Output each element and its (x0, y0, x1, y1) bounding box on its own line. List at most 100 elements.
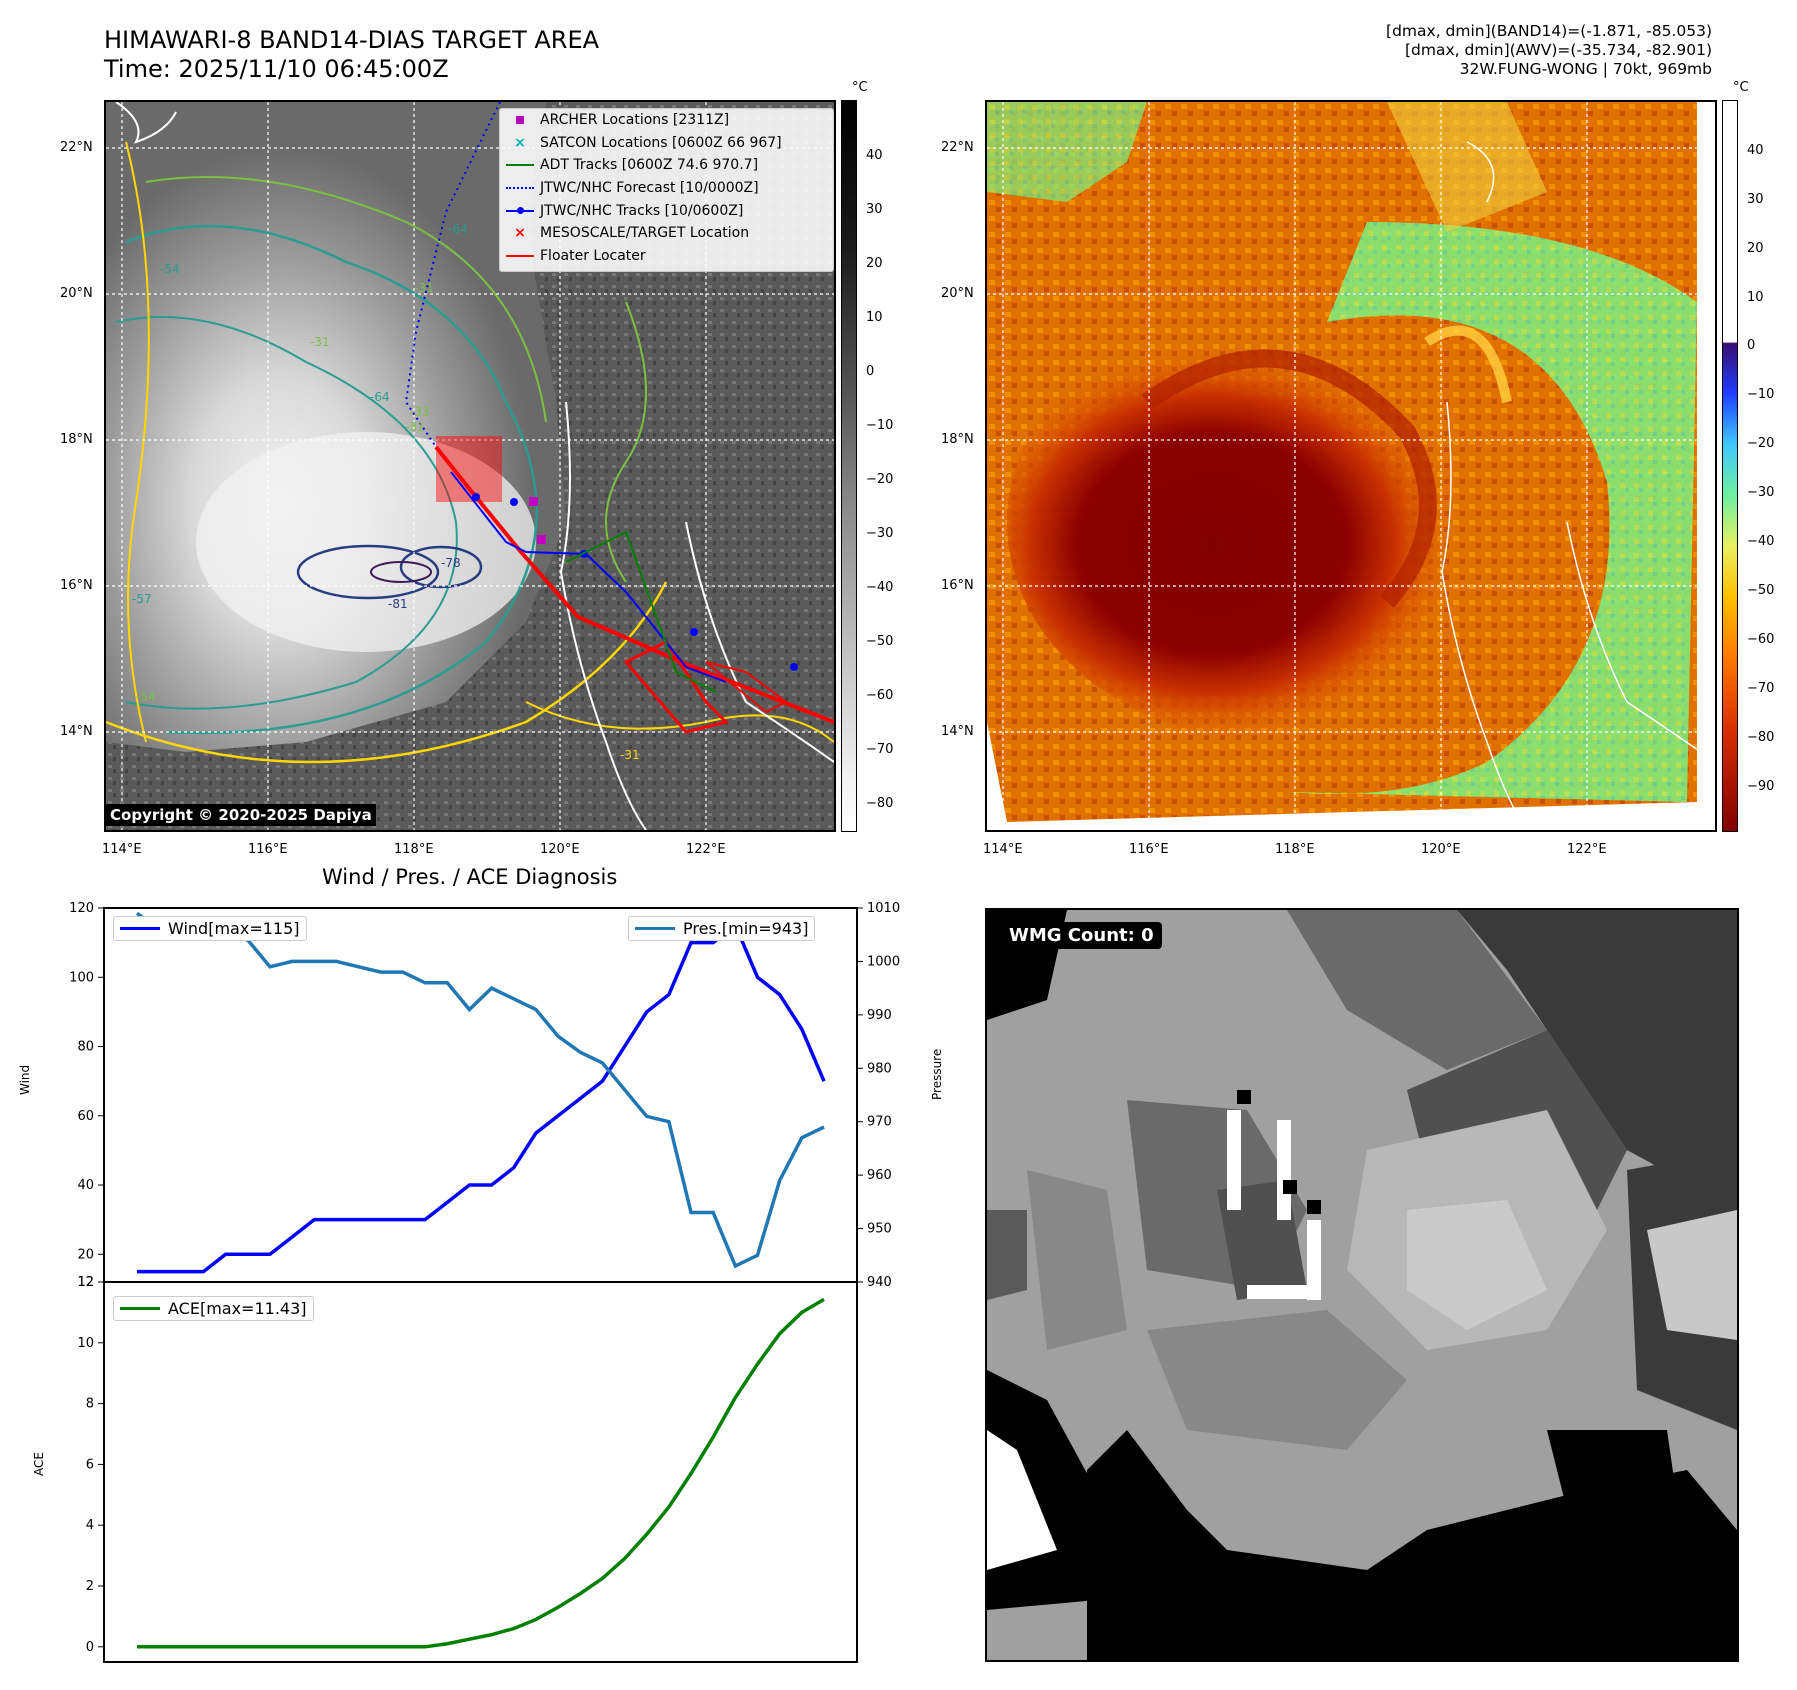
colorbar-tick: −40 (866, 580, 894, 595)
legend-adt: ADT Tracks [0600Z 74.6 970.7] (500, 154, 833, 177)
colorbar-tick: −30 (866, 526, 894, 541)
wind-tick-label: 100 (69, 970, 94, 985)
awv-satellite-panel (985, 100, 1717, 832)
ace-chart: 0 2 4 6 8 10 12 (77, 1275, 858, 1663)
colorbar-tick: −90 (1747, 779, 1775, 794)
colorbar-tick: −20 (866, 472, 894, 487)
lat-label: 14°N (941, 724, 974, 739)
legend-satcon: × SATCON Locations [0600Z 66 967] (500, 132, 833, 155)
contour-label: -31 (405, 420, 425, 434)
ir-colorbar-unit: °C (852, 80, 868, 95)
lat-label: 18°N (941, 432, 974, 447)
pressure-tick-label: 1000 (867, 954, 900, 969)
legend-archer: ARCHER Locations [2311Z] (500, 109, 833, 132)
ir-colorbar (841, 100, 857, 832)
ace-tick-label: 6 (86, 1457, 94, 1472)
contour-label: -78 (441, 556, 461, 570)
chart-title-line1: HIMAWARI-8 BAND14-DIAS TARGET AREA (104, 26, 600, 54)
square-marker-icon (500, 110, 540, 130)
colorbar-tick: 0 (1747, 338, 1756, 353)
colorbar-tick: −10 (1747, 387, 1775, 402)
wmg-count-label: WMG Count: 0 (1001, 922, 1162, 949)
track-legend: ARCHER Locations [2311Z] × SATCON Locatio… (499, 108, 834, 272)
chart-title-line2: Time: 2025/11/10 06:45:00Z (104, 55, 449, 83)
ace-legend: ACE[max=11.43] (113, 1296, 314, 1321)
pressure-series-line (135, 911, 825, 1269)
wind-tick-label: 120 (69, 901, 94, 916)
colorbar-tick: −20 (1747, 436, 1775, 451)
lon-label: 122°E (686, 842, 726, 857)
colorbar-tick: 10 (866, 310, 883, 325)
lon-label: 116°E (248, 842, 288, 857)
colorbar-tick: 40 (1747, 143, 1764, 158)
lon-label: 118°E (394, 842, 434, 857)
wmg-panel: WMG Count: 0 (985, 908, 1739, 1662)
lon-label: 122°E (1567, 842, 1607, 857)
ace-tick-label: 0 (86, 1640, 94, 1655)
contour-label: -54 (160, 262, 180, 276)
pressure-tick-label: 970 (867, 1115, 892, 1130)
colorbar-tick: 40 (866, 148, 883, 163)
legend-jtwc-tracks: JTWC/NHC Tracks [10/0600Z] (500, 199, 833, 222)
ace-axes-frame (103, 1281, 858, 1663)
pressure-tick-label: 990 (867, 1008, 892, 1023)
colorbar-tick: 20 (866, 256, 883, 271)
contour-label: -57 (132, 592, 152, 606)
contour-label: -31 (620, 748, 640, 762)
pressure-tick-label: 980 (867, 1061, 892, 1076)
colorbar-tick: −10 (866, 418, 894, 433)
contour-label: -64 (448, 222, 468, 236)
ace-tick-label: 8 (86, 1397, 94, 1412)
awv-colorbar-unit: °C (1733, 80, 1749, 95)
info-line2: [dmax, dmin](AWV)=(-35.734, -82.901) (1405, 41, 1712, 59)
colorbar-tick: 0 (866, 364, 875, 379)
lon-label: 114°E (983, 842, 1023, 857)
pressure-tick-label: 950 (867, 1222, 892, 1237)
contour-label: -54 (136, 690, 156, 704)
line-marker-icon (120, 1307, 160, 1310)
contour-label: -31 (310, 335, 330, 349)
colorbar-tick: −80 (1747, 730, 1775, 745)
colorbar-tick: −70 (1747, 681, 1775, 696)
lat-label: 20°N (941, 286, 974, 301)
lat-label: 18°N (60, 432, 93, 447)
colorbar-tick: −70 (866, 742, 894, 757)
lon-label: 120°E (1421, 842, 1461, 857)
info-line1: [dmax, dmin](BAND14)=(-1.871, -85.053) (1386, 22, 1712, 40)
lat-label: 22°N (941, 140, 974, 155)
wind-legend: Wind[max=115] (113, 916, 307, 941)
line-marker-icon (500, 155, 540, 175)
wind-tick-label: 20 (77, 1247, 94, 1262)
lat-label: 14°N (60, 724, 93, 739)
info-line3: 32W.FUNG-WONG | 70kt, 969mb (1459, 60, 1712, 78)
colorbar-tick: −40 (1747, 534, 1775, 549)
awv-satellite-image (987, 102, 1715, 830)
lon-label: 120°E (540, 842, 580, 857)
legend-jtwc-forecast: JTWC/NHC Forecast [10/0000Z] (500, 177, 833, 200)
lat-label: 20°N (60, 286, 93, 301)
colorbar-tick: 10 (1747, 290, 1764, 305)
awv-colorbar (1722, 100, 1738, 832)
line-marker-icon (635, 927, 675, 930)
colorbar-tick: −30 (1747, 485, 1775, 500)
pressure-axis-label: Pressure (930, 1048, 944, 1100)
wind-tick-label: 40 (77, 1178, 94, 1193)
ir-satellite-panel: ARCHER Locations [2311Z] × SATCON Locatio… (104, 100, 836, 832)
lon-label: 114°E (102, 842, 142, 857)
ace-tick-label: 4 (86, 1518, 94, 1533)
x-marker-icon: × (514, 225, 526, 242)
wind-pressure-chart: 20 40 60 80 100 120 12 940 950 960 970 980 990 1000 10… (69, 901, 900, 1290)
lon-label: 116°E (1129, 842, 1169, 857)
colorbar-tick: −60 (866, 688, 894, 703)
contour-label: -64 (370, 390, 390, 404)
wind-axis-label: Wind (18, 1064, 32, 1095)
line-marker-icon (500, 246, 540, 266)
lon-label: 118°E (1275, 842, 1315, 857)
colorbar-tick: −60 (1747, 632, 1775, 647)
pressure-tick-label: 960 (867, 1168, 892, 1183)
pressure-tick-label: 940 (867, 1275, 892, 1290)
diagnosis-title: Wind / Pres. / ACE Diagnosis (322, 865, 618, 889)
pressure-tick-label: 1010 (867, 901, 900, 916)
colorbar-tick: −50 (1747, 583, 1775, 598)
